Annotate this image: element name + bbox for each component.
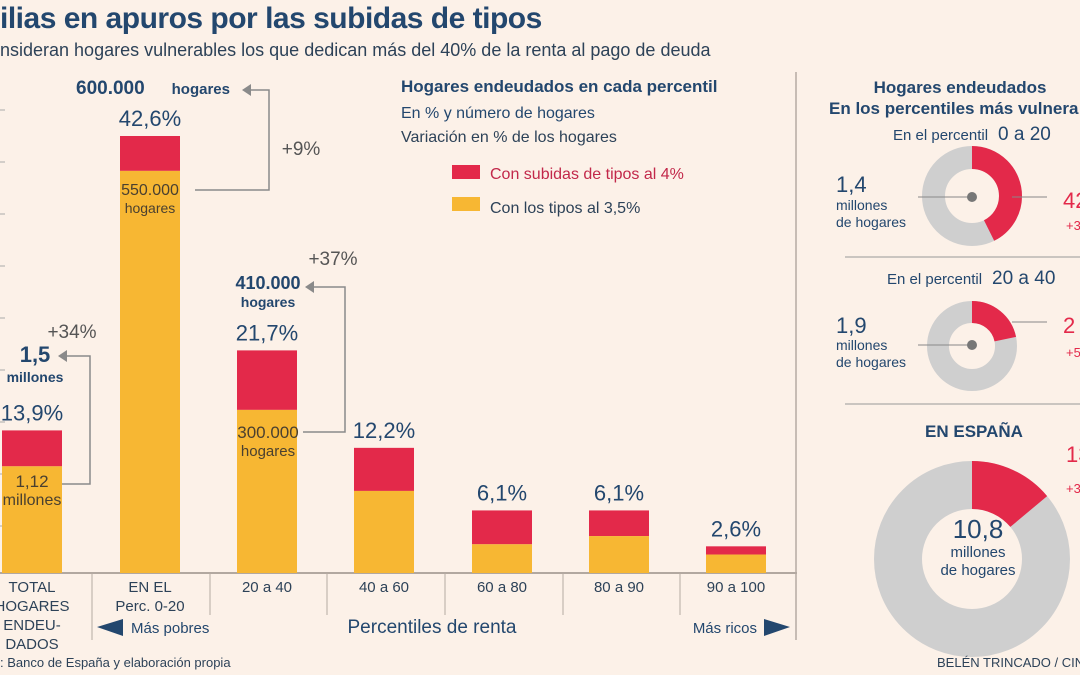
annotation-change: +37% <box>308 249 357 270</box>
arrow-head-icon <box>58 350 67 362</box>
donut-unit: millones <box>836 337 887 353</box>
direction-label: Más pobres <box>131 620 209 637</box>
donut-heading: EN ESPAÑA <box>925 421 1023 441</box>
bar-value-label: 13,9% <box>1 400 63 425</box>
bar-segment-3-5pct <box>2 466 62 573</box>
annotation-top-unit: hogares <box>241 294 296 310</box>
bracket-line <box>62 355 91 485</box>
bar-segment-3-5pct <box>120 170 180 573</box>
bar-value-label: 21,7% <box>236 320 298 345</box>
x-axis-title: Percentiles de renta <box>348 617 517 638</box>
bar-segment-3-5pct <box>589 536 649 573</box>
direction-label: Más ricos <box>693 620 757 637</box>
chart-title: Hogares endeudados en cada percentil <box>401 77 717 96</box>
donut-change-label: +3 <box>1066 218 1080 233</box>
donut-total: 10,8 <box>953 514 1004 544</box>
bar-value-label: 6,1% <box>594 480 644 505</box>
category-label: Perc. 0-20 <box>115 598 184 615</box>
bar-segment-4pct <box>354 447 414 491</box>
source-note: : Banco de España y elaboración propia <box>0 655 231 670</box>
annotation-top-unit: millones <box>7 369 64 385</box>
bracket-line <box>303 286 346 433</box>
annotation-base-unit: hogares <box>125 200 176 216</box>
donut-unit: de hogares <box>836 214 906 230</box>
arrow-head-icon <box>305 281 314 293</box>
donut-unit: millones <box>836 197 887 213</box>
bar-segment-4pct <box>2 430 62 467</box>
donut-heading-prefix: En el percentil <box>887 271 982 288</box>
donut-heading-range: 0 a 20 <box>998 124 1051 145</box>
donut-share-label: 2 <box>1063 313 1075 338</box>
donut-unit: de hogares <box>836 354 906 370</box>
credit: BELÉN TRINCADO / CIN <box>937 655 1080 670</box>
category-label: 80 a 90 <box>594 579 644 596</box>
chart-subtitle: Variación en % de los hogares <box>401 129 617 146</box>
category-label: 40 a 60 <box>359 579 409 596</box>
donut-unit: de hogares <box>940 562 1015 579</box>
donut-change-label: +3 <box>1066 481 1080 496</box>
category-label: DADOS <box>5 636 58 653</box>
bar-segment-4pct <box>706 546 766 555</box>
annotation-change: +34% <box>47 322 96 343</box>
annotation-top-value: 410.000 <box>235 273 300 293</box>
bar-value-label: 42,6% <box>119 106 181 131</box>
annotation-base-value: 550.000 <box>121 182 179 199</box>
bar-segment-3-5pct <box>472 544 532 573</box>
bar-segment-4pct <box>472 510 532 545</box>
category-label: 60 a 80 <box>477 579 527 596</box>
annotation-base-value: 1,12 <box>15 472 48 491</box>
arrow-left-icon <box>97 619 123 636</box>
bracket-line <box>195 89 270 191</box>
donut-share-label: 42 <box>1063 188 1080 213</box>
category-label: ENDEU- <box>3 617 61 634</box>
donut-unit: millones <box>950 544 1005 561</box>
annotation-top-unit: hogares <box>172 81 230 98</box>
donut-0-20-share <box>922 146 1022 246</box>
annotation-base-unit: hogares <box>241 443 295 460</box>
category-label: 90 a 100 <box>707 579 765 596</box>
bar-value-label: 2,6% <box>711 516 761 541</box>
bar-segment-3-5pct <box>706 554 766 573</box>
donut-panel-title: Hogares endeudados <box>874 78 1047 97</box>
bar-segment-3-5pct <box>237 409 297 573</box>
bar-value-label: 12,2% <box>353 418 415 443</box>
category-label: TOTAL <box>9 579 56 596</box>
annotation-change: +9% <box>282 139 321 160</box>
center-dot <box>967 192 977 202</box>
donut-panel-title: En los percentiles más vulnera <box>829 99 1079 118</box>
donut-heading-prefix: En el percentil <box>893 127 988 144</box>
category-label: 20 a 40 <box>242 579 292 596</box>
legend-swatch-yellow <box>452 197 480 211</box>
donut-change-label: +5 <box>1066 345 1080 360</box>
legend-swatch-red <box>452 165 480 179</box>
donut-heading-range: 20 a 40 <box>992 268 1055 289</box>
category-label: HOGARES <box>0 598 70 615</box>
arrow-right-icon <box>764 619 790 636</box>
chart-subtitle: En % y número de hogares <box>401 105 595 122</box>
arrow-head-icon <box>242 84 251 96</box>
annotation-base-value: 300.000 <box>237 423 298 442</box>
donut-share-label: 13 <box>1066 442 1080 467</box>
page-subtitle: nsideran hogares vulnerables los que ded… <box>0 40 711 60</box>
annotation-top-value: 600.000 <box>76 78 145 99</box>
donut-total: 1,4 <box>836 172 867 197</box>
bar-segment-4pct <box>237 350 297 410</box>
legend-label: Con subidas de tipos al 4% <box>490 166 684 183</box>
bar-segment-3-5pct <box>354 490 414 573</box>
donut-20-40-share <box>927 301 1017 391</box>
page-title: ilias en apuros por las subidas de tipos <box>0 2 542 35</box>
donut-total: 1,9 <box>836 313 867 338</box>
annotation-top-value: 1,5 <box>20 342 51 367</box>
category-label: EN EL <box>128 579 171 596</box>
donut-espana-share <box>874 461 1070 657</box>
bar-segment-4pct <box>120 136 180 171</box>
annotation-base-unit: millones <box>3 492 62 509</box>
bar-segment-4pct <box>589 510 649 537</box>
legend-label: Con los tipos al 3,5% <box>490 200 640 217</box>
center-dot <box>967 340 977 350</box>
bar-value-label: 6,1% <box>477 480 527 505</box>
